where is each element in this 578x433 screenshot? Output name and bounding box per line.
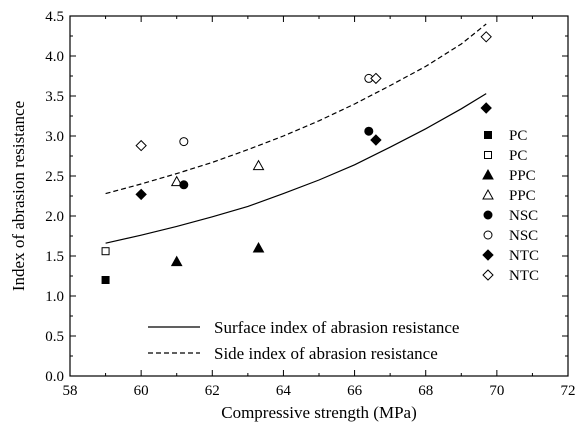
x-tick-label: 58 [63,383,78,399]
y-tick-label: 3.0 [45,129,64,145]
surface-index-fit-line [105,93,487,244]
x-axis-label: Compressive strength (MPa) [221,403,416,422]
x-tick-label: 64 [276,383,292,399]
y-tick-label: 2.5 [45,169,64,185]
data-points [101,31,492,284]
ntc-filled-point [135,188,147,201]
legend-fit-label: Surface index of abrasion resistance [214,318,459,337]
ppc-filled-point [252,241,265,253]
y-axis-label: Index of abrasion resistance [9,101,28,291]
y-tick-label: 1.0 [45,289,64,305]
ntc-filled-point [480,102,492,114]
x-tick-label: 68 [418,383,433,399]
ntc-open-point [370,72,382,85]
legend-marker-pc-filled [484,131,492,139]
legend-label: PC [509,148,527,164]
ppc-open-point [252,159,265,171]
legend-marker-ntc-open [482,269,494,281]
fit-lines [105,23,487,244]
axis-ticks: 58 60 62 64 66 68 70 72 0.0 0.5 1.0 1.5 2.0 2.5 3.0 3.5… [45,9,575,399]
ppc-open-point [170,175,183,187]
legend: PC PC PPC PPC NSC NSC NTC NTC Surface index of a… [148,128,539,363]
legend-marker-nsc-open [483,230,493,240]
y-tick-label: 4.5 [45,9,64,25]
x-tick-label: 60 [134,383,149,399]
ntc-open-point [135,139,147,152]
y-tick-label: 3.5 [45,89,64,105]
ntc-open-point [480,31,492,43]
legend-marker-pc-open [484,151,492,159]
legend-marker-ppc-filled [482,168,494,180]
y-tick-label: 0.5 [45,329,64,345]
side-index-fit-line [105,23,487,195]
pc-open-point [101,247,110,256]
legend-label: NTC [509,248,539,264]
legend-label: NSC [509,208,538,224]
nsc-filled-point [179,180,189,190]
y-tick-label: 0.0 [45,369,64,385]
y-tick-label: 4.0 [45,49,64,65]
legend-fit-label: Side index of abrasion resistance [214,344,438,363]
legend-marker-ppc-open [482,188,494,200]
legend-label: NTC [509,268,539,284]
ppc-filled-point [170,255,183,267]
x-tick-label: 70 [489,383,504,399]
x-tick-label: 66 [347,383,363,399]
y-tick-label: 2.0 [45,209,64,225]
x-tick-label: 62 [205,383,220,399]
legend-marker-ntc-filled [482,249,494,261]
legend-marker-nsc-filled [483,210,493,220]
y-tick-label: 1.5 [45,249,64,265]
ntc-filled-point [370,134,382,146]
legend-label: PPC [509,168,536,184]
nsc-filled-point [364,126,374,136]
legend-label: PC [509,128,527,144]
pc-filled-point [101,276,110,284]
nsc-open-point [179,137,189,147]
legend-label: NSC [509,228,538,244]
x-tick-label: 72 [561,383,576,399]
legend-label: PPC [509,188,536,204]
